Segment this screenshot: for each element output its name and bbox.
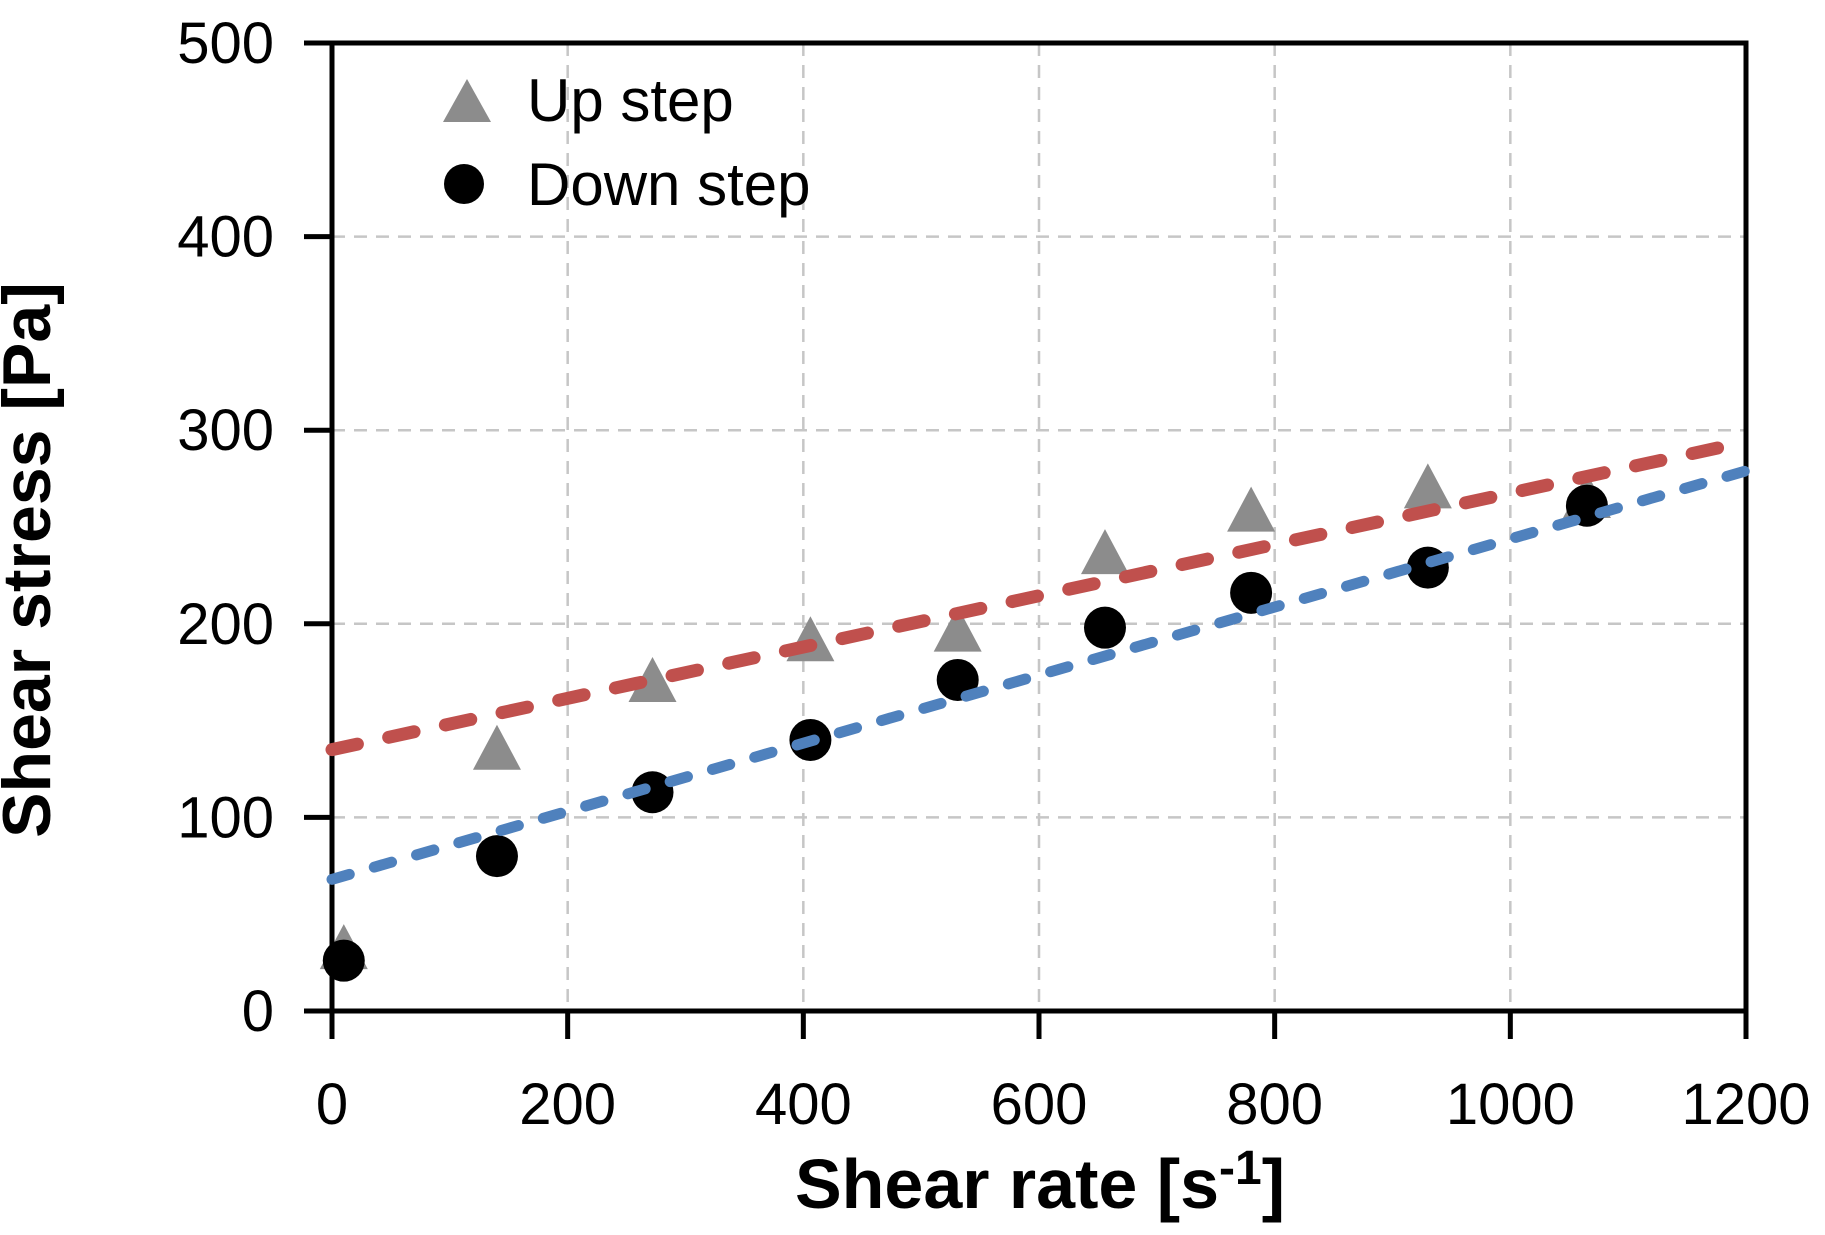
up-step-point (1403, 463, 1452, 509)
down-step-point (1083, 606, 1126, 649)
y-tick-label-400: 400 (177, 205, 274, 270)
down-step-point (475, 835, 518, 878)
down-step-point (631, 771, 674, 814)
up-step-trendline (325, 435, 1753, 757)
y-tick-label-100: 100 (177, 785, 274, 850)
y-tick-label-300: 300 (177, 398, 274, 463)
legend-label-up-step: Up step (527, 67, 734, 134)
x-tick-label-200: 200 (519, 1072, 616, 1137)
x-tick-label-1000: 1000 (1446, 1072, 1575, 1137)
up-step-point (1080, 529, 1129, 575)
y-tick-label-200: 200 (177, 592, 274, 657)
x-axis-title-superscript: -1 (1219, 1142, 1262, 1195)
x-tick-label-1200: 1200 (1681, 1072, 1810, 1137)
up-step-point (933, 606, 982, 652)
x-tick-label-0: 0 (316, 1072, 348, 1137)
tick-labels: 0 200 400 600 800 1000 1200 0 100 200 300 400 500 (177, 11, 1810, 1137)
up-step-point (1227, 486, 1276, 532)
gridlines (332, 43, 1746, 1011)
y-tick-label-500: 500 (177, 11, 274, 76)
legend: Up step Down step (443, 67, 810, 218)
x-axis-title: Shear rate [s-1] (795, 1142, 1285, 1223)
y-tick-label-0: 0 (242, 979, 274, 1044)
data-points (319, 463, 1611, 982)
up-step-point (628, 656, 677, 702)
x-axis-title-close: ] (1262, 1145, 1285, 1223)
x-tick-label-600: 600 (991, 1072, 1088, 1137)
x-axis-title-main: Shear rate [s (795, 1145, 1219, 1223)
legend-marker-circle-icon (444, 164, 484, 204)
x-tick-label-800: 800 (1226, 1072, 1323, 1137)
down-step-trendline (326, 465, 1752, 885)
down-step-point (1230, 571, 1273, 614)
up-step-point (472, 724, 521, 770)
legend-marker-triangle-icon (443, 79, 491, 122)
legend-label-down-step: Down step (527, 151, 810, 218)
down-step-point (322, 939, 365, 982)
trendlines (325, 435, 1753, 885)
y-axis-title: Shear stress [Pa] (0, 282, 65, 838)
x-tick-label-400: 400 (755, 1072, 852, 1137)
axes (304, 40, 1749, 1039)
